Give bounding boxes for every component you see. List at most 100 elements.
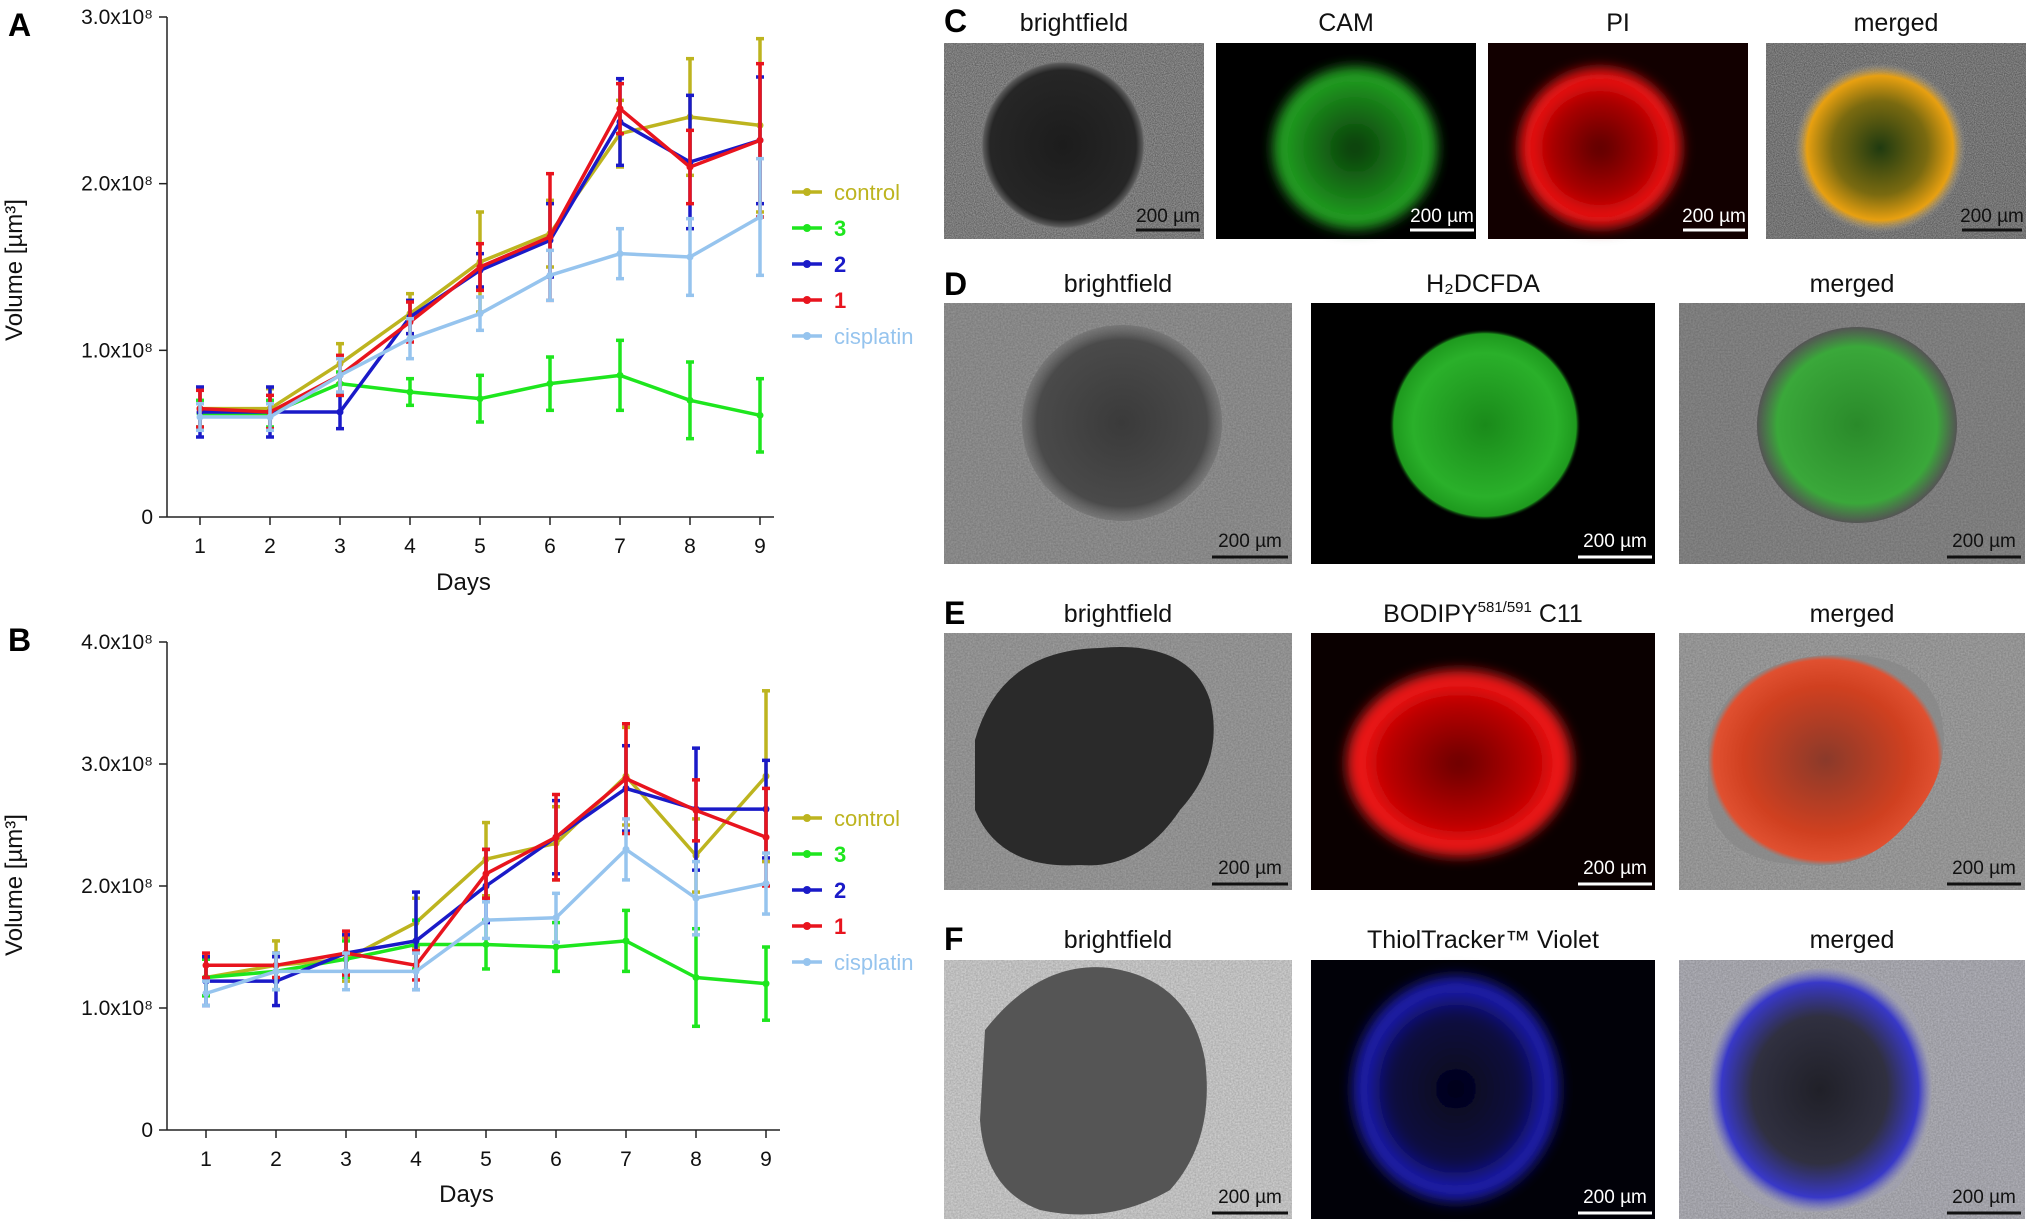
a-legend-label: 1: [834, 288, 846, 313]
a-legend-label: cisplatin: [834, 324, 913, 349]
row-e-images: [944, 633, 2025, 890]
a-x-tick-label: 5: [474, 535, 486, 558]
f-thioltracker-image: [1311, 960, 1655, 1219]
a-point: [616, 250, 624, 258]
c-brightfield-image: [944, 43, 1204, 239]
b-x-tick-label: 4: [410, 1148, 422, 1171]
b-x-tick-label: 2: [270, 1148, 282, 1171]
scale-bar: 200 µm: [1947, 858, 2021, 886]
a-legend-label: 2: [834, 252, 846, 277]
a-point: [686, 396, 694, 404]
scale-bar: 200 µm: [1578, 531, 1652, 559]
a-y-tick-label: 2.0x10⁸: [81, 173, 153, 196]
c-cam-image: [1216, 43, 1476, 239]
panel-letter-a: A: [8, 7, 31, 43]
scale-bar-label: 200 µm: [1583, 531, 1647, 552]
a-point: [756, 136, 764, 144]
a-point: [406, 388, 414, 396]
e-title-brightfield: brightfield: [1064, 600, 1172, 628]
a-x-tick-label: 2: [264, 535, 276, 558]
a-legend-item: cisplatin: [792, 324, 913, 349]
b-legend-label: cisplatin: [834, 950, 913, 975]
b-legend-item: 3: [792, 842, 846, 867]
a-y-tick-label: 1.0x10⁸: [81, 339, 153, 362]
b-point: [692, 894, 700, 902]
scale-bar-label: 200 µm: [1218, 1187, 1282, 1208]
panel-letter-f: F: [944, 921, 964, 957]
a-legend-marker: [803, 188, 811, 196]
scale-bar-label: 200 µm: [1952, 1187, 2016, 1208]
b-point: [482, 941, 490, 949]
row-c-images: [944, 43, 2026, 239]
b-legend-item: 1: [792, 914, 846, 939]
d-title-merged: merged: [1810, 270, 1895, 298]
a-point: [476, 263, 484, 271]
a-x-tick-label: 7: [614, 535, 626, 558]
b-legend-label: 2: [834, 878, 846, 903]
b-legend-label: 3: [834, 842, 846, 867]
b-legend-item: control: [792, 806, 900, 831]
scale-bar: 200 µm: [1960, 206, 2024, 232]
scale-bar: 200 µm: [1578, 1187, 1652, 1215]
e-brightfield-image: [944, 633, 1292, 890]
b-x-tick-label: 8: [690, 1148, 702, 1171]
b-y-axis-title: Volume [µm³]: [1, 814, 28, 956]
d-merged-image: [1679, 303, 2025, 564]
scale-bar-label: 200 µm: [1583, 858, 1647, 879]
b-point: [552, 943, 560, 951]
b-x-axis-title: Days: [439, 1181, 494, 1208]
image-titles: brightfield CAM PI merged brightfield H₂…: [1020, 9, 1939, 954]
panel-letter-d: D: [944, 266, 967, 302]
a-x-tick-label: 9: [754, 535, 766, 558]
a-legend-item: 1: [792, 288, 846, 313]
a-point: [336, 408, 344, 416]
a-y-axis-title: Volume [µm³]: [1, 199, 28, 341]
b-point: [552, 914, 560, 922]
scale-bar-label: 200 µm: [1952, 858, 2016, 879]
a-point: [196, 413, 204, 421]
c-merged-image: [1766, 43, 2026, 239]
scale-bar: 200 µm: [1947, 531, 2021, 559]
b-legend-marker: [803, 886, 811, 894]
a-point: [756, 213, 764, 221]
b-point: [482, 870, 490, 878]
scale-bar: 200 µm: [1410, 206, 1474, 232]
b-point: [272, 967, 280, 975]
a-legend-marker: [803, 332, 811, 340]
a-legend-marker: [803, 224, 811, 232]
b-point: [622, 845, 630, 853]
a-y-tick-label: 0: [141, 506, 153, 529]
panel-letter-b: B: [8, 622, 31, 658]
a-point: [616, 105, 624, 113]
a-series-cisplatin: [196, 156, 764, 433]
f-merged-image: [1679, 960, 2025, 1219]
a-point: [686, 253, 694, 261]
b-point: [762, 833, 770, 841]
b-y-tick-label: 4.0x10⁸: [81, 631, 153, 654]
c-title-pi: PI: [1606, 9, 1630, 37]
e-title-merged: merged: [1810, 600, 1895, 628]
a-point: [686, 163, 694, 171]
scale-bar: 200 µm: [1212, 1187, 1288, 1215]
a-legend-label: 3: [834, 216, 846, 241]
scale-bar: 200 µm: [1682, 206, 1746, 232]
a-legend-item: 2: [792, 252, 846, 277]
b-point: [622, 775, 630, 783]
scale-bar: 200 µm: [1136, 206, 1200, 232]
b-point: [692, 806, 700, 814]
a-point: [336, 371, 344, 379]
a-legend-item: control: [792, 180, 900, 205]
a-point: [546, 271, 554, 279]
panel-letter-c: C: [944, 3, 967, 39]
b-y-tick-label: 1.0x10⁸: [81, 997, 153, 1020]
scale-bar-label: 200 µm: [1960, 206, 2024, 227]
scale-bar-label: 200 µm: [1136, 206, 1200, 227]
e-title-bodipy: BODIPY581/591 C11: [1383, 599, 1583, 628]
d-brightfield-image: [944, 303, 1292, 564]
b-point: [552, 833, 560, 841]
c-title-brightfield: brightfield: [1020, 9, 1128, 37]
e-title-bodipy-suffix: C11: [1532, 600, 1583, 628]
a-y-tick-label: 3.0x10⁸: [81, 6, 153, 29]
b-legend-marker: [803, 958, 811, 966]
b-legend-item: 2: [792, 878, 846, 903]
